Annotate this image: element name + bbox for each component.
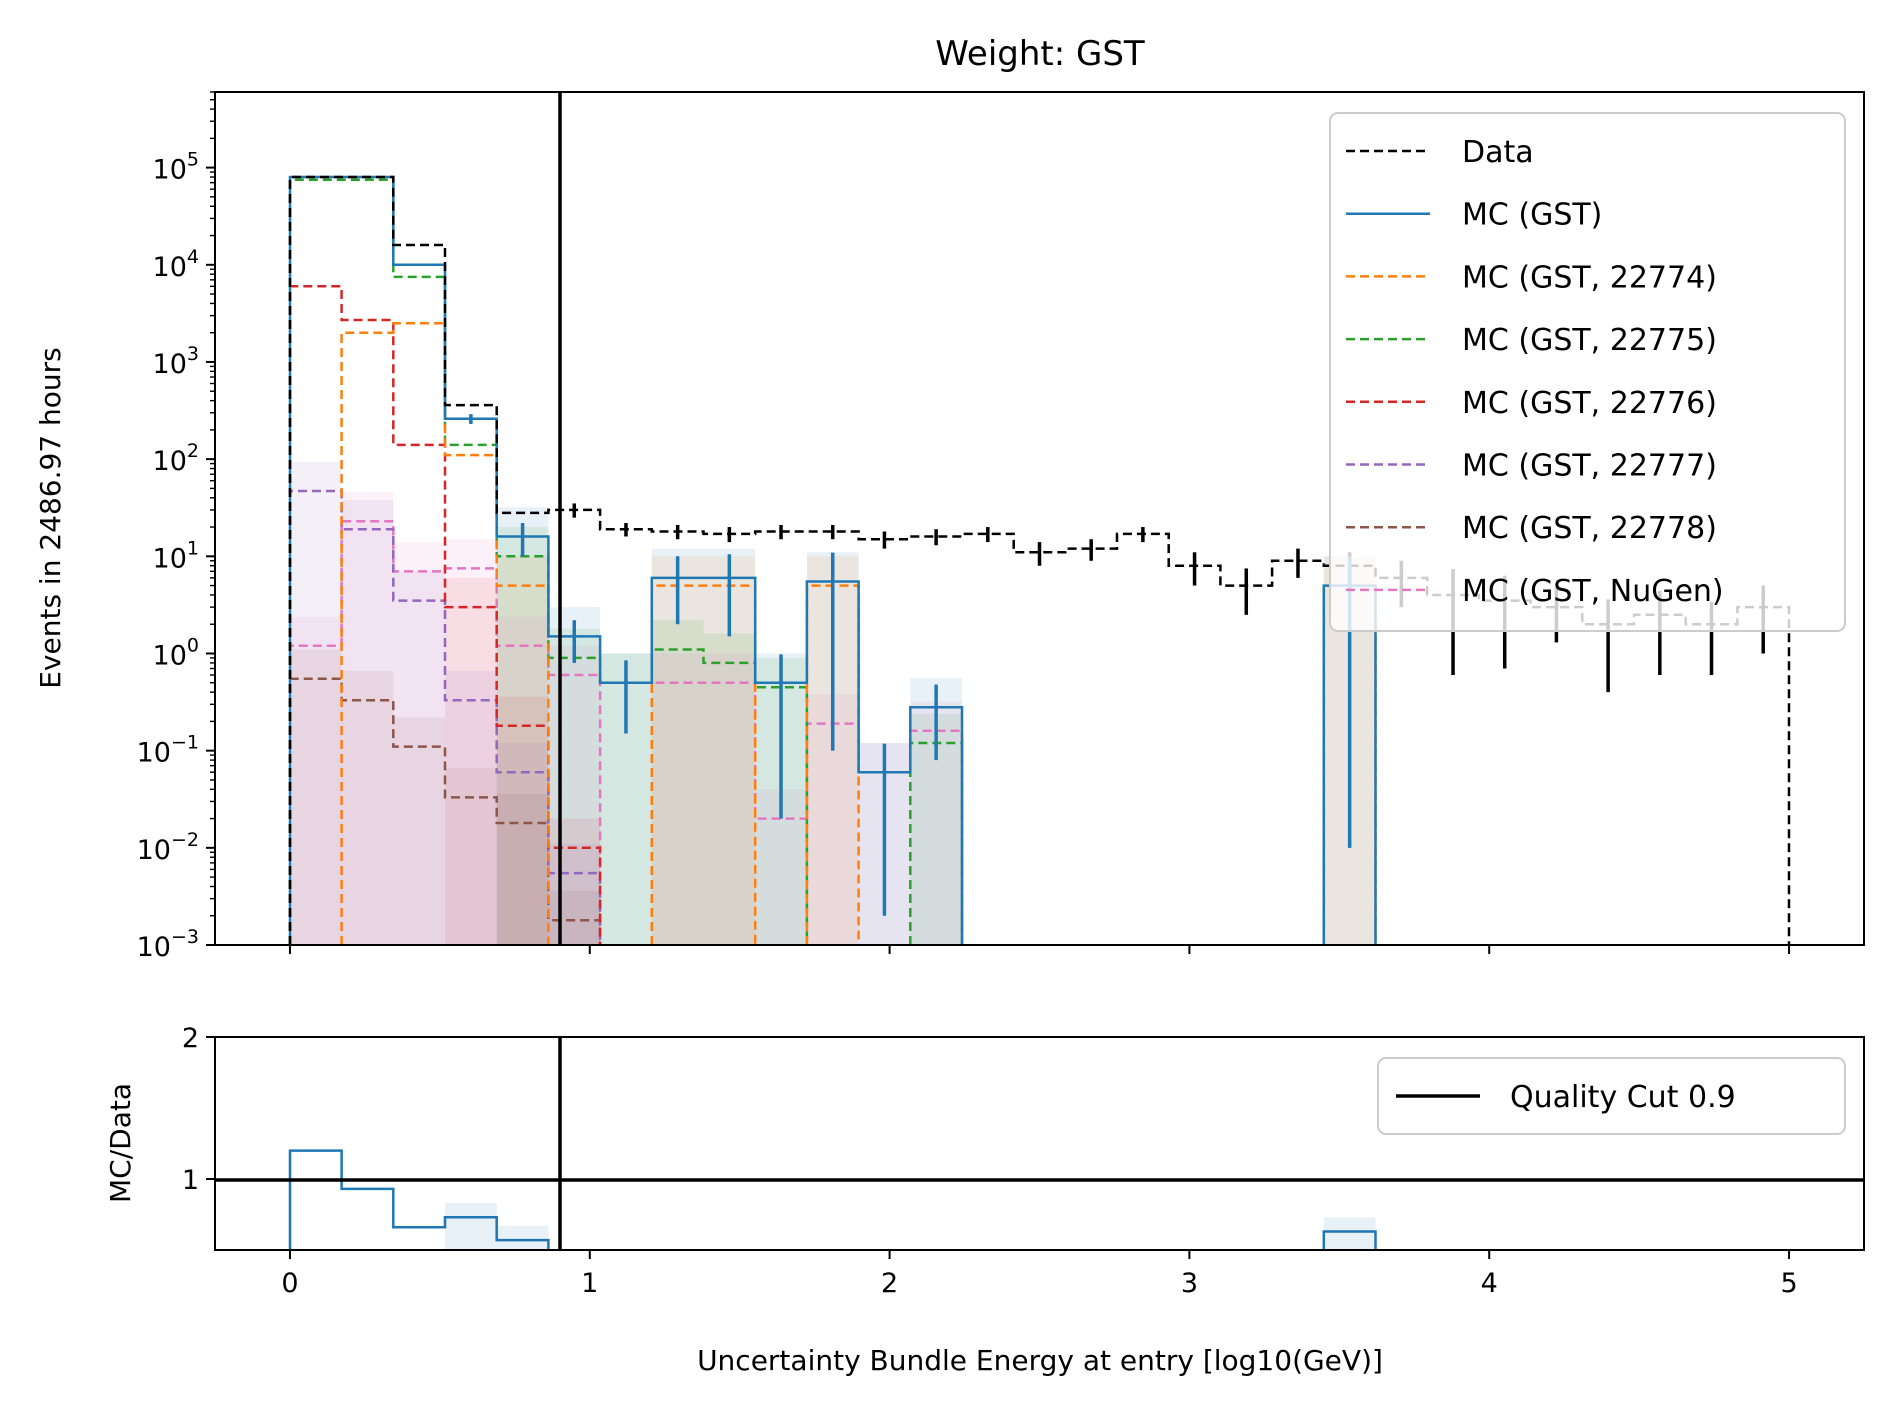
ratio-uncertainty-band (445, 1203, 497, 1250)
uncertainty-band (651, 620, 704, 945)
legend-label-1: MC (GST) (1462, 198, 1602, 233)
ratio-y-tick-label: 1 (182, 1165, 199, 1196)
ratio-uncertainty-band (496, 1225, 549, 1250)
uncertainty-band (651, 653, 704, 945)
ratio-legend: Quality Cut 0.9 (1377, 1057, 1846, 1135)
uncertainty-band (703, 653, 756, 945)
y-tick-label: 10−3 (137, 926, 199, 963)
uncertainty-band (703, 633, 756, 945)
y-tick-label: 103 (153, 343, 199, 380)
uncertainty-band (548, 607, 601, 945)
series-line-5 (288, 489, 602, 945)
legend-label-3: MC (GST, 22775) (1462, 323, 1717, 358)
uncertainty-band (548, 628, 601, 945)
chart-title: Weight: GST (935, 34, 1145, 74)
series-line-6 (288, 677, 602, 945)
y-tick-label: 101 (153, 537, 199, 574)
x-axis-label: Uncertainty Bundle Energy at entry [log1… (697, 1344, 1383, 1377)
ratio-plot-panel: 1 2 0 1 2 3 4 5 MC/Data Uncertainty Bundle Ene… (104, 1023, 1865, 1377)
uncertainty-band (496, 696, 549, 945)
uncertainty-band (496, 527, 549, 945)
x-tick-label: 5 (1780, 1268, 1797, 1299)
ratio-plot-frame (214, 1036, 1865, 1251)
uncertainty-band (393, 571, 446, 945)
legend-label-7: MC (GST, NuGen) (1462, 574, 1724, 609)
uncertainty-band (289, 461, 342, 945)
uncertainty-band (496, 742, 549, 945)
x-tick-label: 0 (281, 1268, 298, 1299)
uncertainty-band (445, 539, 497, 945)
uncertainty-band (393, 717, 446, 945)
ratio-legend-label: Quality Cut 0.9 (1510, 1080, 1736, 1115)
y-tick-label: 100 (153, 634, 199, 671)
uncertainty-band (548, 818, 601, 945)
uncertainty-band (496, 556, 549, 945)
y-tick-label: 105 (153, 149, 199, 186)
uncertainty-band (341, 491, 394, 945)
uncertainty-band (445, 577, 497, 945)
ratio-series-line (288, 1149, 1377, 1250)
main-plot-panel: 10−3 10−2 10−1 100 101 102 103 104 105 Events in… (34, 91, 1865, 963)
uncertainty-band (548, 843, 601, 945)
main-y-axis-label: Events in 2486.97 hours (34, 347, 67, 689)
ratio-y-axis-label: MC/Data (104, 1083, 137, 1203)
uncertainty-band (341, 671, 394, 945)
legend-label-5: MC (GST, 22777) (1462, 449, 1717, 484)
legend-label-4: MC (GST, 22776) (1462, 386, 1717, 421)
x-tick-label: 2 (881, 1268, 898, 1299)
x-tick-label: 1 (581, 1268, 598, 1299)
uncertainty-band (548, 645, 601, 945)
uncertainty-band (341, 499, 394, 945)
uncertainty-band (548, 890, 601, 945)
y-tick-label: 104 (153, 246, 199, 283)
uncertainty-band (289, 649, 342, 945)
x-tick-label: 4 (1481, 1268, 1498, 1299)
uncertainty-band (393, 542, 446, 945)
ratio-y-tick-label: 2 (182, 1023, 199, 1054)
main-legend: Data MC (GST) MC (GST, 22774) MC (GST, 2277… (1329, 112, 1846, 632)
uncertainty-band (496, 616, 549, 945)
ratio-uncertainty-band (1323, 1217, 1376, 1250)
legend-label-0: Data (1462, 135, 1534, 170)
y-tick-label: 10−1 (137, 732, 199, 769)
uncertainty-band (289, 616, 342, 945)
uncertainty-band (496, 793, 549, 945)
series-line-0 (288, 175, 1791, 945)
legend-label-2: MC (GST, 22774) (1462, 260, 1717, 295)
legend-label-6: MC (GST, 22778) (1462, 511, 1717, 546)
uncertainty-band (445, 671, 497, 945)
x-tick-label: 3 (1181, 1268, 1198, 1299)
main-plot-frame (214, 91, 1865, 946)
y-tick-label: 102 (153, 440, 199, 477)
y-tick-label: 10−2 (137, 829, 199, 866)
